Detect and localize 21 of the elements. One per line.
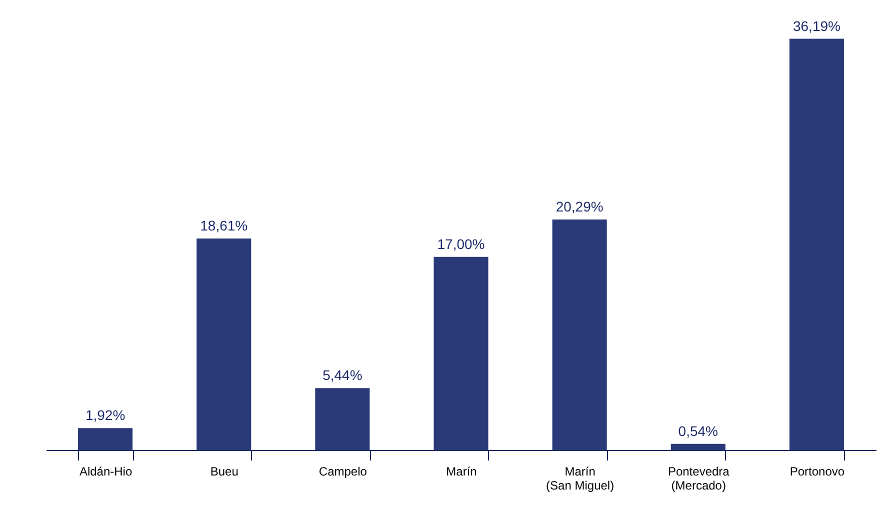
bar	[434, 256, 488, 450]
bar	[670, 444, 726, 450]
bar	[78, 428, 133, 450]
bar	[789, 38, 844, 450]
x-tick-label: Marín	[446, 464, 477, 478]
bar	[552, 219, 607, 450]
x-tick-label: Portonovo	[790, 464, 845, 478]
x-tick-label: Pontevedra (Mercado)	[668, 464, 730, 492]
x-tick-label: Aldán-Hio	[79, 464, 132, 478]
x-tick-label: Marín (San Miguel)	[546, 464, 614, 492]
x-tick-label: Campelo	[318, 464, 368, 478]
bar	[196, 238, 252, 450]
data-label: 18,61%	[200, 218, 248, 234]
data-label: 17,00%	[437, 236, 485, 252]
x-tick-label: Bueu	[210, 464, 238, 478]
data-label: 0,54%	[678, 422, 718, 439]
data-label: 5,44%	[322, 367, 362, 384]
data-label: 20,29%	[556, 198, 604, 214]
data-label: 1,92%	[85, 407, 126, 424]
bar	[315, 388, 370, 450]
data-label: 36,19%	[792, 18, 840, 34]
